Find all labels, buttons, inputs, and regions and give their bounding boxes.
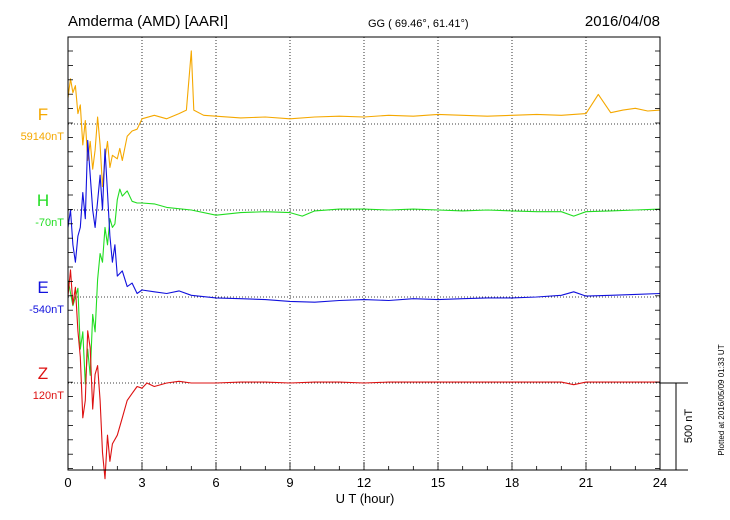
x-tick-label-15: 15 [431,475,445,490]
x-tick-label-18: 18 [505,475,519,490]
series-name-h: H [37,191,49,210]
scale-bar-label: 500 nT [683,409,695,444]
series-name-e: E [37,278,48,297]
scale-bar: 500 nT [660,382,695,471]
geo-coordinates: GG ( 69.46°, 61.41°) [368,18,469,30]
trace-z [67,269,660,480]
series-labels: F 59140nT H -70nT E -540nT Z 120nT [21,105,65,402]
x-tick-label-24: 24 [653,475,667,490]
x-tick-label-21: 21 [579,475,593,490]
series-baseline-h: -70nT [35,217,64,229]
x-axis-label: U T (hour) [336,491,395,506]
series-baseline-f: 59140nT [21,131,65,143]
plotted-at-note: Plotted at 2016/05/09 01:33 UT [717,344,726,455]
series-name-f: F [38,105,48,124]
trace-h [67,188,661,385]
x-tick-label-9: 9 [286,475,293,490]
x-tick-label-3: 3 [138,475,145,490]
traces [67,50,661,480]
x-tick-label-0: 0 [64,475,71,490]
x-axis: 0 3 6 9 12 15 18 21 24 [64,462,667,490]
plot-date: 2016/04/08 [585,13,660,30]
trace-e [67,139,661,303]
station-title: Amderma (AMD) [AARI] [68,13,228,30]
trace-f [67,50,661,188]
x-tick-label-6: 6 [212,475,219,490]
series-baseline-e: -540nT [29,304,64,316]
series-baseline-z: 120nT [33,390,64,402]
x-tick-label-12: 12 [357,475,371,490]
grid [68,37,660,470]
series-name-z: Z [38,364,48,383]
